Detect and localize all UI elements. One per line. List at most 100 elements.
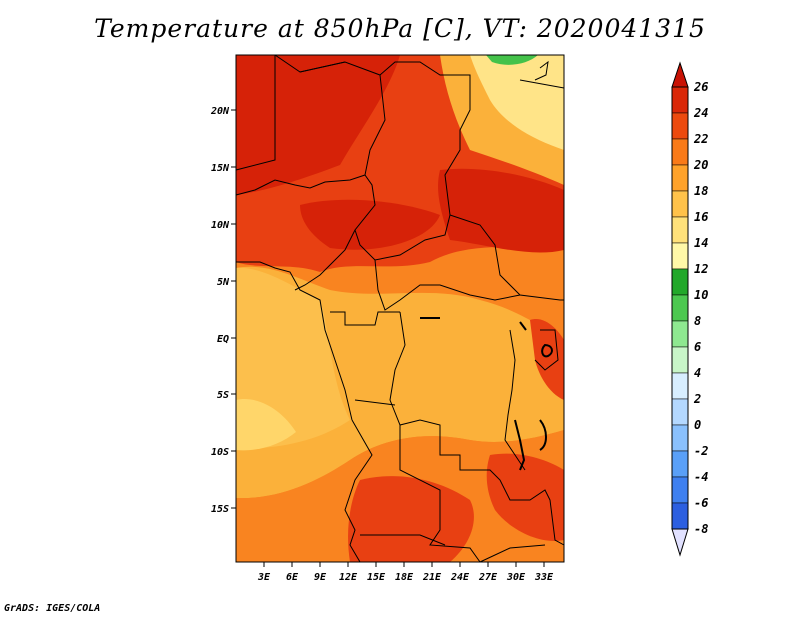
colorbar-frame [671,86,689,530]
lon-label: 33E [534,572,554,583]
field-hot-southeast [486,453,564,541]
colorbar-segment [671,424,689,452]
colorbar-segment [671,450,689,478]
colorbar-label: 20 [693,158,708,172]
border-path-15 [534,329,559,371]
field-hot-core-nw [236,55,400,195]
lake-albert [519,321,527,331]
colorbar-label: 22 [693,132,708,146]
coastline-west [236,261,353,421]
colorbar-label: 24 [693,106,708,120]
lon-label: 18E [395,572,414,583]
credit-text: GrADS: IGES/COLA [4,603,101,614]
colorbar-label: 18 [694,184,708,198]
colorbar-label: -8 [694,522,708,536]
chart-title: Temperature at 850hPa [C], VT: 202004131… [94,14,706,43]
colorbar-segment [671,398,689,426]
lon-label: 9E [314,572,327,583]
lat-label: 15S [211,504,229,515]
map-frame [235,54,565,563]
longitude-labels: 3E 6E 9E 12E 15E 18E 21E 24E 27E 30E 33E [257,572,554,583]
field-mild-sw [236,399,296,451]
colorbar-segments [671,86,689,530]
field-hot-core-e [438,168,564,253]
colorbar-label: 16 [694,210,708,224]
border-path-5 [299,61,346,73]
field-hot-core-c [300,199,440,250]
colorbar-label: 10 [694,288,708,302]
lakes [420,317,553,471]
lon-label: 24E [450,572,470,583]
colorbar-label: -4 [694,470,708,484]
border-path-11 [399,425,481,563]
lon-label: 27E [478,572,498,583]
axis-ticks [231,109,545,567]
colorbar-segment [671,216,689,244]
lake-malawi [539,419,547,451]
colorbar-label: 2 [693,392,701,406]
colorbar-bottom-triangle [671,528,689,557]
colorbar-label: 12 [694,262,708,276]
lake-tanganyika [514,419,526,471]
colorbar-segment [671,294,689,322]
colorbar-segment [671,112,689,140]
border-path-8 [330,311,400,326]
colorbar-label: 8 [694,314,701,328]
lat-label: 5N [217,277,230,288]
lat-label: EQ [217,334,229,345]
border-path-13 [479,544,546,563]
lat-label: 15N [211,163,230,174]
lon-label: 3E [257,572,271,583]
border-path-14 [504,329,526,471]
border-path-1 [236,54,564,301]
colorbar-segment [671,242,689,270]
colorbar-segment [671,86,689,114]
lon-label: 21E [422,572,442,583]
border-path-9 [389,311,565,546]
lake-victoria [541,343,553,358]
field-hot-south [348,476,474,562]
border-path-12 [360,534,446,546]
colorbar-segment [671,502,689,530]
lon-label: 30E [506,572,526,583]
colorbar-segment [671,268,689,296]
border-path-6 [294,229,356,291]
latitude-labels: 20N 15N 10N 5N EQ 5S 10S 15S [210,106,230,515]
colorbar-label: 4 [694,366,701,380]
country-borders [235,54,565,563]
lat-label: 5S [217,390,229,401]
coast-red-sea [534,60,549,81]
colorbar-segment [671,190,689,218]
lat-label: 10S [211,447,229,458]
colorbar-segment [671,164,689,192]
colorbar-label: 6 [694,340,701,354]
colorbar-label: -6 [694,496,708,510]
colorbar-label: 14 [694,236,708,250]
colorbar-segment [671,476,689,504]
lon-label: 12E [339,572,358,583]
colorbar-label: 26 [693,80,708,94]
colorbar-segment [671,320,689,348]
field-warm-west [236,267,350,449]
border-path-3 [235,174,366,196]
temperature-field [236,55,564,562]
border-path-10 [354,399,396,406]
colorbar-segment [671,346,689,374]
colorbar-segment [671,138,689,166]
colorbar-label: -2 [694,444,708,458]
field-green-spot [486,55,538,65]
lon-label: 15E [367,572,386,583]
border-path-7 [374,259,521,311]
colorbar-top-triangle [671,61,689,88]
lon-label: 6E [286,572,299,583]
colorbar-segment [671,372,689,400]
lat-label: 20N [210,106,230,117]
coast-southwest [344,419,373,563]
field-mild-ne [470,55,564,150]
border-path-16 [519,79,565,89]
colorbar-label: 0 [694,418,701,432]
border-path-4 [235,55,276,171]
